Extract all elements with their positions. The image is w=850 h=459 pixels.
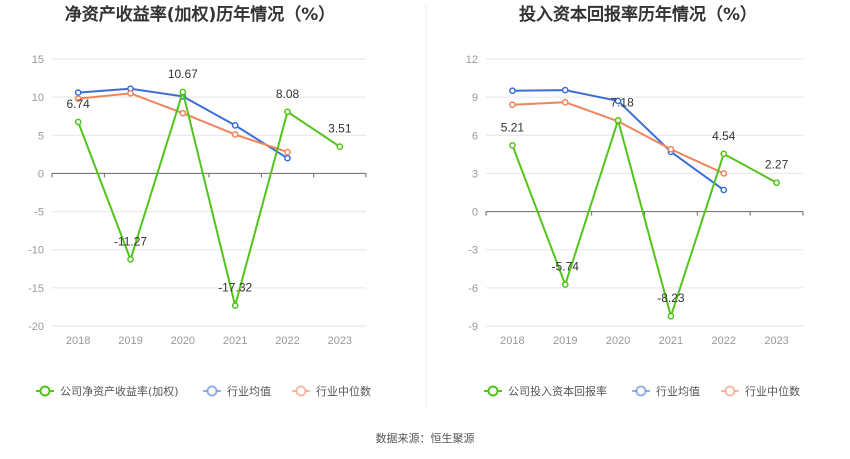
panel1-series-1-point [74,118,82,126]
panel1-series-3-point [284,148,291,156]
panel1-legend-label-1: 公司净资产收益率(加权) [60,384,179,398]
panel1-series-1-point [336,143,344,151]
panel1-series-2-point [74,89,82,96]
panel1-series-2-point [284,154,291,162]
panel2-legend-label-1: 公司投入资本回报率 [508,384,607,398]
panel2-y-tick-label: 3 [472,168,478,180]
panel2-chart-title: 投入资本回报率历年情况（%） [519,4,757,25]
panel1-x-tick-label: 2023 [328,335,352,347]
panel2-y-tick-label: -9 [468,321,478,333]
panel2-y-tick-label: -6 [468,283,478,295]
panel2-series-1-point [561,281,569,288]
panel1-data-label: 6.74 [66,97,90,111]
panel2-series-1-point [614,116,622,124]
panel1-y-tick-label: 15 [32,54,44,66]
panel2-y-tick-label: 0 [472,207,478,219]
panel1-legend-marker-2 [206,385,218,397]
panel2-x-tick-label: 2021 [659,335,683,347]
panel1-legend-label-3: 行业中位数 [316,384,371,398]
panel1-x-tick-label: 2022 [275,335,299,347]
panel1-y-tick-label: 0 [38,168,44,180]
panel2-series-3-point [667,145,675,153]
panel2-legend-marker-2 [635,385,647,397]
panel1-series-1-point [179,88,187,96]
panel2-x-tick-label: 2023 [764,335,788,347]
panel2-data-label: 7.18 [610,95,634,109]
panel2-series-2-point [720,186,728,194]
panel2-x-tick-label: 2018 [500,335,524,347]
data-source-note: 数据来源：恒生聚源 [376,431,475,445]
panel1-y-tick-label: -15 [28,283,44,295]
panel2-x-tick-label: 2022 [712,335,736,347]
panel1-data-label: 10.67 [168,67,198,81]
panel1-legend-marker-3 [295,385,307,397]
panel1-y-tick-label: 10 [32,92,44,104]
panel1-x-tick-label: 2018 [66,335,90,347]
panel1-series-1-point [231,302,239,309]
panel2-data-label: 4.54 [712,129,736,143]
panel1-y-tick-label: -5 [34,207,44,219]
panel2-y-tick-label: 6 [472,130,478,142]
panel2-series-2-point [561,86,569,94]
panel1-series-line-1 [77,91,341,307]
panel2-legend-label-3: 行业中位数 [745,384,800,398]
panel2-legend-marker-1 [487,385,499,397]
panel1-x-tick-label: 2019 [118,335,142,347]
panel1-y-tick-label: -20 [28,321,44,333]
panel1-x-tick-label: 2020 [171,335,195,347]
panel2-data-label: 5.21 [501,120,525,134]
panel2-data-label: -5.74 [552,260,580,274]
panel1-series-3-point [231,131,239,138]
panel2-series-2-point [614,97,622,105]
panel2-series-1-point [720,150,728,158]
panel1-data-label: 8.08 [276,87,300,101]
panel2-series-3-point [561,98,569,106]
panel2-data-label: -8.23 [657,291,685,305]
panel1-series-line-3 [78,92,288,154]
panel2-series-3-point [720,170,728,177]
panel2-series-3-point [509,101,516,109]
panel2-legend-label-2: 行业均值 [656,385,700,398]
panel1-data-label: -11.27 [114,234,147,248]
panel2-x-tick-label: 2019 [553,335,577,347]
panel2-y-tick-label: 12 [466,54,478,66]
panel1-y-tick-label: -10 [28,245,44,257]
panel2-series-1-point [667,312,675,320]
panel1-data-label: -17.32 [218,281,252,295]
panel2-series-1-point [773,179,780,187]
panel1-chart-title: 净资产收益率(加权)历年情况（%） [65,4,336,25]
panel2-y-tick-label: 9 [472,92,478,104]
panel2-series-2-point [509,87,516,95]
panel1-series-1-point [127,256,134,263]
panel1-legend-label-2: 行业均值 [227,385,271,398]
panel2-x-tick-label: 2020 [606,335,630,347]
panel1-legend-marker-1 [39,385,51,397]
panel1-series-1-point [284,108,291,116]
panel2-series-line-1 [511,119,778,318]
panel1-x-tick-label: 2021 [223,335,247,347]
panel1-series-3-point [179,109,187,117]
panel2-y-tick-label: -3 [468,245,478,257]
panel1-series-3-point [74,95,82,103]
panel2-series-1-point [509,141,516,149]
panel1-series-2-point [231,122,239,129]
panel1-y-tick-label: 5 [38,130,44,142]
panel2-data-label: 2.27 [765,158,789,172]
panel1-data-label: 3.51 [328,122,352,136]
panel2-series-line-3 [512,101,725,175]
panel2-legend-marker-3 [724,385,736,397]
panel1-series-3-point [127,89,134,97]
